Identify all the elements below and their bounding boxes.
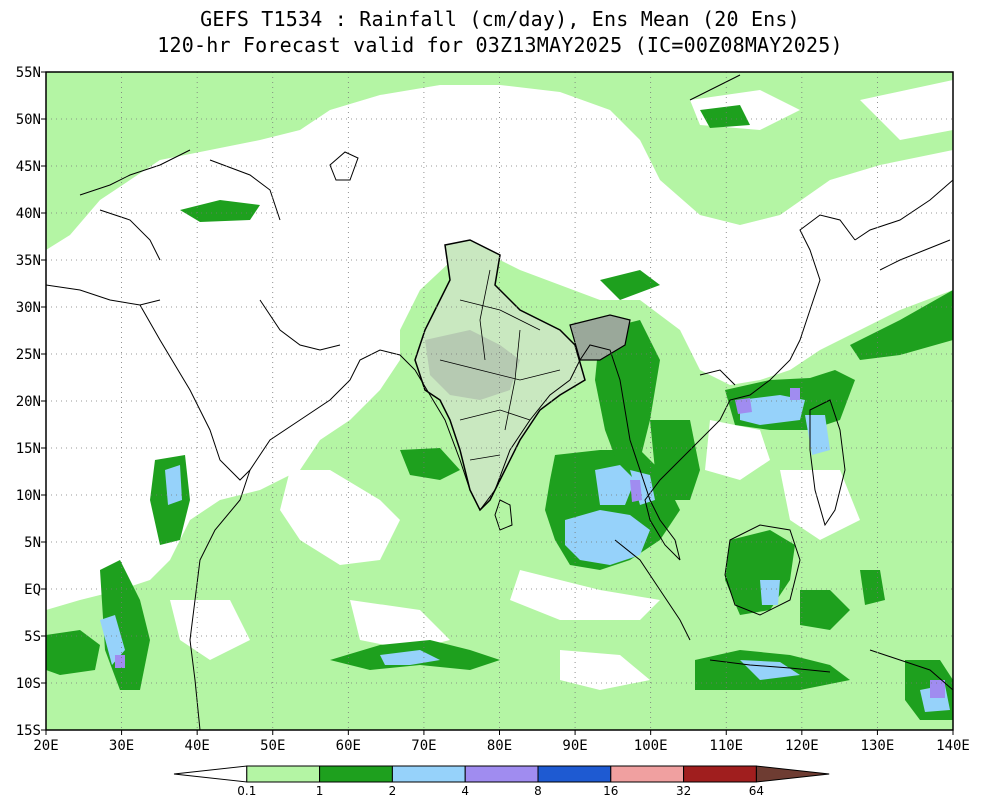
india-state-borders [439, 269, 561, 461]
lat-tick-label: 10S [16, 676, 41, 692]
colorbar-swatch [391, 765, 466, 783]
colorbar-swatch [319, 765, 393, 783]
lon-tick-label: 90E [562, 738, 587, 754]
colorbar-swatch [246, 765, 321, 783]
lon-tick-label: 60E [336, 738, 361, 754]
lat-tick-label: 15N [16, 441, 41, 457]
colorbar-swatch [464, 765, 539, 783]
dry-regions [46, 80, 953, 690]
colorbar-label: 0.1 [237, 784, 256, 798]
lat-tick-label: 35N [16, 253, 41, 269]
colorbar-label: 1 [316, 784, 324, 798]
lat-tick-label: 55N [16, 65, 41, 81]
lat-tick-label: 50N [16, 112, 41, 128]
lat-lon-grid [46, 72, 953, 730]
colorbar-label: 4 [461, 784, 469, 798]
lon-tick-label: 50E [260, 738, 285, 754]
lon-tick-label: 40E [185, 738, 210, 754]
rainfall-shading [46, 72, 953, 730]
colorbar-swatch [537, 765, 612, 783]
colorbar: 0.1 1 2 4 8 16 32 64 [173, 765, 830, 798]
very-heavy-rain-regions [115, 388, 945, 698]
colorbar-swatch [683, 765, 757, 783]
colorbar-label: 64 [749, 784, 764, 798]
lat-tick-label: 40N [16, 206, 41, 222]
lon-tick-label: 20E [33, 738, 58, 754]
lon-tick-label: 30E [109, 738, 134, 754]
map-title-line2: 120-hr Forecast valid for 03Z13MAY2025 (… [157, 33, 843, 57]
lat-tick-label: 20N [16, 394, 41, 410]
colorbar-swatch [755, 765, 830, 783]
lat-tick-label: 25N [16, 347, 41, 363]
colorbar-label: 16 [603, 784, 618, 798]
lon-tick-label: 70E [411, 738, 436, 754]
lat-tick-label: 5S [24, 629, 41, 645]
lon-tick-label: 130E [861, 738, 895, 754]
lat-tick-label: 30N [16, 300, 41, 316]
lon-tick-label: 120E [785, 738, 819, 754]
colorbar-label: 32 [676, 784, 691, 798]
colorbar-label: 8 [534, 784, 542, 798]
longitude-axis: 20E 30E 40E 50E 60E 70E 80E 90E 100E 110E 120E 130E… [33, 730, 970, 754]
lon-tick-label: 100E [634, 738, 668, 754]
lon-tick-label: 80E [487, 738, 512, 754]
colorbar-swatch [610, 765, 685, 783]
lat-tick-label: 10N [16, 488, 41, 504]
latitude-axis: 55N 50N 45N 40N 35N 30N 25N 20N 15N 10N 5N EQ 5S 10S 1… [16, 65, 46, 739]
lat-tick-label: 15S [16, 723, 41, 739]
lon-tick-label: 140E [936, 738, 970, 754]
map-title-line1: GEFS T1534 : Rainfall (cm/day), Ens Mean… [200, 7, 800, 31]
colorbar-swatch [173, 765, 248, 783]
lat-tick-label: 5N [24, 535, 41, 551]
lon-tick-label: 110E [709, 738, 743, 754]
india-interior-shading [425, 330, 520, 400]
coastlines [46, 74, 953, 730]
lat-tick-label: 45N [16, 159, 41, 175]
lat-tick-label: EQ [24, 582, 41, 598]
colorbar-label: 2 [389, 784, 397, 798]
